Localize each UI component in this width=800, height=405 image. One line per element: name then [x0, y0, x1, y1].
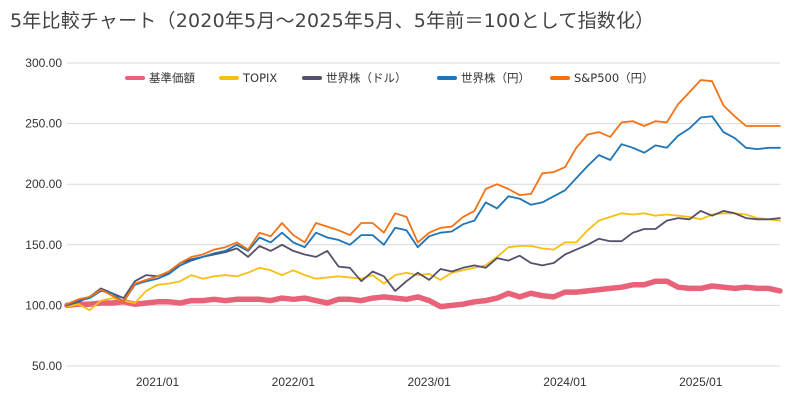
series-line-2	[66, 209, 781, 307]
legend-label: 世界株（ドル）	[326, 71, 407, 85]
legend-label: 世界株（円）	[461, 71, 530, 85]
series-line-3	[66, 115, 781, 307]
chart-title: 5年比較チャート（2020年5月〜2025年5月、5年前＝100として指数化）	[10, 10, 655, 32]
y-tick-label: 300.00	[25, 56, 62, 70]
y-tick-label: 250.00	[25, 117, 62, 131]
y-tick-label: 50.00	[32, 359, 62, 373]
legend-label: TOPIX	[242, 71, 277, 85]
legend-label: 基準価額	[149, 71, 195, 85]
y-tick-label: 150.00	[25, 238, 62, 252]
legend-label: S&P500（円）	[574, 71, 654, 85]
y-tick-label: 100.00	[25, 298, 62, 312]
x-tick-label: 2024/01	[543, 375, 587, 389]
series-line-1	[66, 212, 781, 312]
x-tick-label: 2023/01	[407, 375, 451, 389]
series-line-4	[66, 79, 781, 306]
x-tick-label: 2025/01	[679, 375, 723, 389]
x-tick-label: 2021/01	[136, 375, 180, 389]
x-tick-label: 2022/01	[272, 375, 316, 389]
series-line-0	[64, 278, 783, 310]
y-tick-label: 200.00	[25, 177, 62, 191]
